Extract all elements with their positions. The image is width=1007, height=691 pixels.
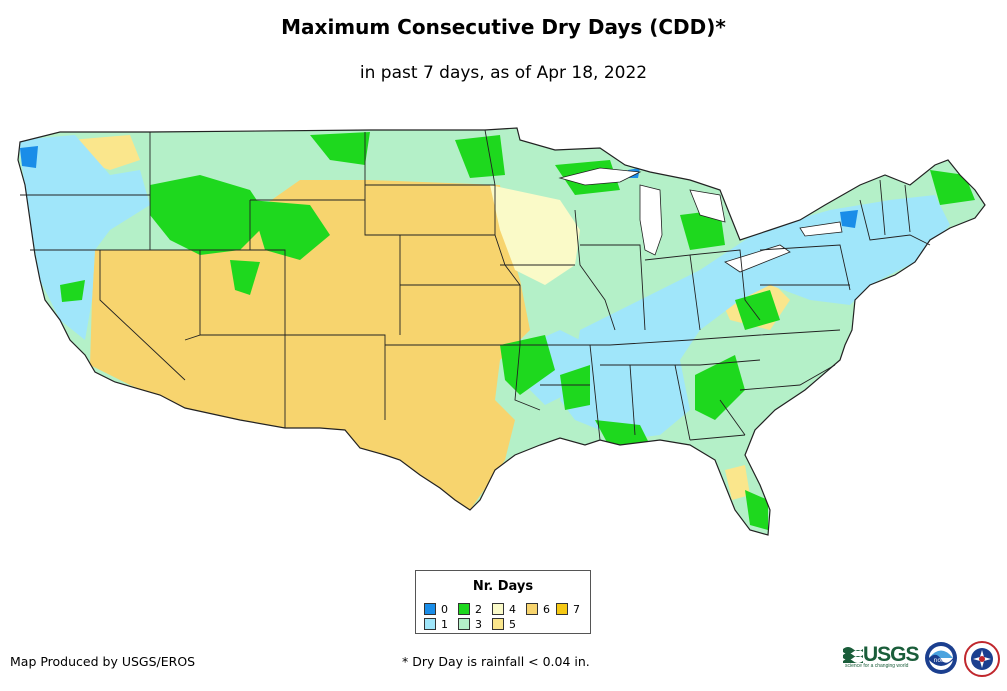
state-border	[739, 364, 836, 391]
legend-label: 6	[543, 603, 550, 616]
usgs-logo-tagline: science for a changing world	[845, 663, 909, 669]
lake-michigan	[639, 184, 663, 256]
cdd-class-0-area	[20, 146, 38, 168]
state-border	[904, 184, 911, 233]
legend-swatch	[526, 603, 538, 615]
state-border	[249, 200, 286, 335]
cdd-class-2-area	[60, 280, 85, 302]
cdd-class-2-area	[735, 290, 780, 330]
state-border	[574, 209, 616, 331]
cdd-class-2-area	[250, 200, 330, 260]
cdd-class-2-area	[745, 490, 768, 530]
state-border	[580, 244, 646, 331]
state-border	[859, 199, 931, 246]
legend-label: 3	[475, 618, 482, 631]
cdd-class-2-area	[595, 420, 650, 448]
legend-label: 7	[573, 603, 580, 616]
legend-swatch	[556, 603, 568, 615]
cdd-class-2-area	[560, 365, 590, 410]
legend-swatch	[424, 603, 436, 615]
cdd-class-0-area	[840, 210, 858, 228]
cdd-class-4-area	[490, 185, 580, 285]
legend-item-1: 1	[424, 618, 448, 631]
legend-item-5: 5	[492, 618, 516, 631]
map-credit: Map Produced by USGS/EROS	[10, 654, 196, 669]
legend-swatch	[492, 603, 504, 615]
usgs-logo-text: USGS	[863, 643, 920, 666]
legend-item-7: 7	[556, 603, 580, 616]
legend-title: Nr. Days	[472, 579, 534, 594]
state-border	[879, 179, 886, 236]
state-border	[689, 434, 746, 441]
cdd-class-5-area	[725, 465, 750, 500]
cdd-class-2-area	[230, 260, 260, 295]
state-border	[600, 359, 761, 366]
state-border	[99, 250, 186, 381]
cdd-class-1-area	[18, 135, 150, 340]
cdd-class-2-area	[455, 135, 505, 178]
legend-swatch	[458, 618, 470, 630]
lake-ontario	[799, 221, 843, 237]
legend-swatch	[424, 618, 436, 630]
legend-item-6: 6	[526, 603, 550, 616]
cdd-class-2-area	[310, 132, 370, 165]
state-border	[674, 364, 691, 441]
noaa-logo: noaa	[925, 642, 957, 674]
state-border	[520, 329, 841, 346]
legend-swatch	[458, 603, 470, 615]
map-subtitle: in past 7 days, as of Apr 18, 2022	[359, 63, 648, 83]
legend-label: 1	[441, 618, 448, 631]
legend-label: 2	[475, 603, 482, 616]
state-border	[589, 344, 601, 441]
legend-swatch	[492, 618, 504, 630]
map-title: Maximum Consecutive Dry Days (CDD)*	[281, 15, 726, 39]
cdd-class-2-area	[680, 210, 725, 250]
lake-huron	[689, 189, 726, 223]
legend-label: 4	[509, 603, 516, 616]
state-border	[629, 364, 636, 436]
lake-superior	[558, 167, 642, 186]
cdd-class-2-area	[150, 175, 270, 255]
legend-label: 5	[509, 618, 516, 631]
state-border	[200, 334, 386, 420]
state-border	[759, 244, 851, 291]
cdd-shading	[18, 128, 985, 535]
legend: Nr. Days 0 1 2 3 4 5 6 7	[415, 570, 591, 634]
state-border	[719, 399, 746, 436]
cdd-class-1-area	[560, 195, 950, 440]
legend-item-4: 4	[492, 603, 516, 616]
legend-item-3: 3	[458, 618, 482, 631]
state-border	[484, 129, 541, 411]
legend-item-2: 2	[458, 603, 482, 616]
legend-item-0: 0	[424, 603, 448, 616]
cdd-class-2-area	[500, 335, 555, 395]
nws-logo	[964, 641, 1000, 677]
state-borders	[20, 129, 931, 441]
noaa-logo-text: noaa	[934, 657, 949, 664]
legend-label: 0	[441, 603, 448, 616]
cdd-class-2-area	[695, 355, 745, 420]
usgs-waves-icon	[843, 647, 863, 663]
usgs-logo: USGS science for a changing world	[843, 643, 921, 669]
map-footnote: * Dry Day is rainfall < 0.04 in.	[402, 654, 590, 669]
state-border	[689, 249, 761, 321]
